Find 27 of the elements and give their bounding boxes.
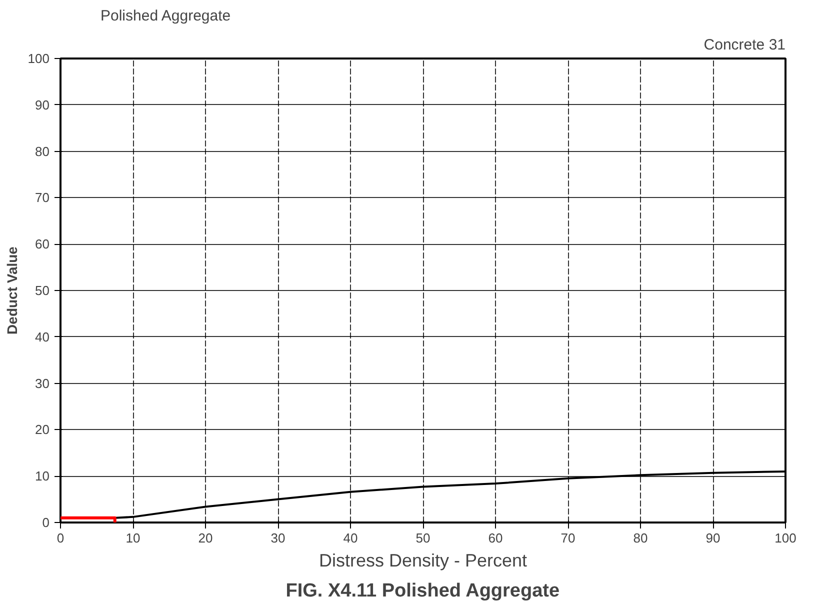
x-tick-label: 90 [706,530,720,546]
y-axis-title: Deduct Value [4,246,20,334]
y-tick-label: 30 [35,376,50,391]
caption: FIG. X4.11 Polished Aggregate [286,580,560,602]
y-tick-label: 50 [35,283,50,298]
y-tick-label: 80 [35,144,50,159]
y-tick-label: 40 [35,329,50,344]
x-tick-label: 80 [633,530,648,546]
y-tick-label: 0 [42,515,50,530]
x-tick-label: 100 [774,530,796,546]
x-axis-title: Distress Density - Percent [318,550,528,570]
y-tick-label: 70 [35,190,50,206]
x-tick-label: 50 [416,530,430,546]
x-tick-label: 40 [343,530,358,546]
y-tick-label: 100 [28,51,50,66]
x-tick-label: 60 [488,530,503,546]
y-tick-label: 60 [35,236,50,252]
y-tick-label: 20 [35,422,50,438]
x-tick-label: 70 [560,530,576,546]
y-tick-label: 90 [35,97,50,112]
x-tick-label: 30 [270,530,286,546]
x-tick-label: 20 [198,530,213,546]
y-tick-label: 10 [35,468,50,484]
chart-title: Polished Aggregate [100,8,231,24]
x-tick-label: 0 [56,530,64,546]
x-tick-label: 10 [126,530,140,546]
chart-subtitle: Concrete 31 [704,36,786,54]
